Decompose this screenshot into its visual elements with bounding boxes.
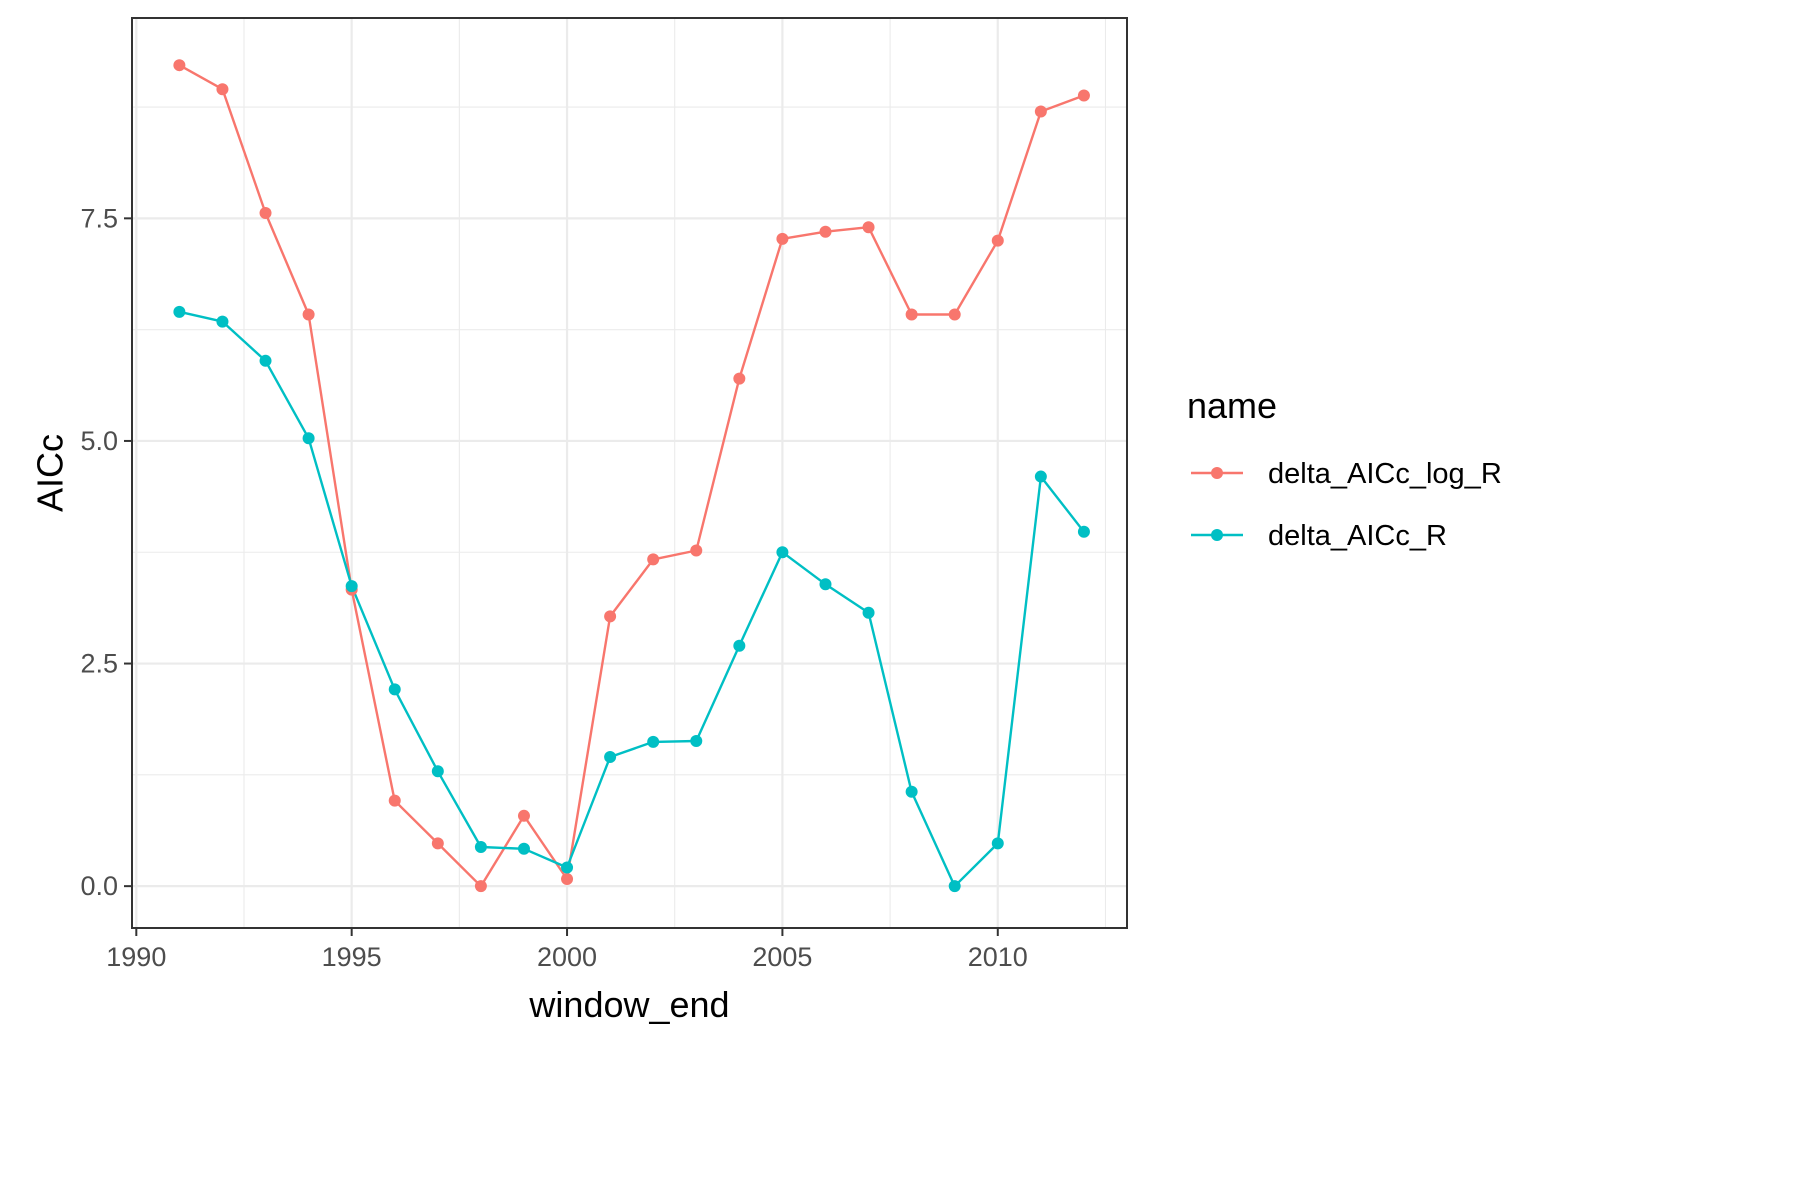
data-point-delta_AICc_R [862,606,875,619]
series-line-delta_AICc_log_R [178,64,1085,888]
data-point-delta_AICc_R [431,765,444,778]
data-point-delta_AICc_log_R [647,553,660,566]
data-point-delta_AICc_log_R [991,234,1004,247]
series-layer [173,59,1090,893]
data-point-delta_AICc_R [345,580,358,593]
data-point-delta_AICc_R [604,751,617,764]
x-tick-label: 2005 [752,942,812,972]
y-axis-ticks: 0.0 2.5 5.0 7.5 [80,203,132,901]
data-point-delta_AICc_R [173,305,186,318]
plot-panel [132,18,1127,928]
plot-border [131,17,1128,929]
data-point-delta_AICc_log_R [474,880,487,893]
data-point-delta_AICc_log_R [173,59,186,72]
minor-gridlines [132,18,1127,928]
data-point-delta_AICc_log_R [259,207,272,219]
data-point-delta_AICc_log_R [216,83,229,96]
x-axis-title: window_end [528,984,729,1025]
data-point-delta_AICc_R [216,315,229,328]
data-point-delta_AICc_R [388,683,401,696]
series-line-delta_AICc_R [179,310,1085,888]
data-point-delta_AICc_log_R [302,308,315,321]
legend-key-point [1211,467,1223,479]
y-tick-label: 7.5 [80,203,118,233]
legend-label: delta_AICc_log_R [1268,458,1502,490]
data-point-delta_AICc_R [991,837,1004,850]
data-point-delta_AICc_log_R [948,308,961,321]
data-point-delta_AICc_R [647,735,660,748]
legend-key-point [1211,529,1223,541]
data-point-delta_AICc_log_R [690,544,703,557]
x-axis-ticks: 1990 1995 2000 2005 2010 [106,928,1028,972]
data-point-delta_AICc_log_R [733,372,746,385]
data-point-delta_AICc_log_R [388,794,401,807]
legend-label: delta_AICc_R [1268,520,1447,552]
data-point-delta_AICc_R [517,842,530,855]
legend-title: name [1187,385,1277,426]
data-point-delta_AICc_R [819,578,832,591]
y-tick-label: 2.5 [80,649,118,679]
data-point-delta_AICc_log_R [1034,105,1047,118]
data-point-delta_AICc_R [690,735,703,748]
x-tick-label: 1995 [322,942,382,972]
data-point-delta_AICc_R [948,880,961,893]
major-gridlines [132,18,1127,928]
data-point-delta_AICc_R [776,546,789,559]
data-point-delta_AICc_log_R [604,610,617,623]
x-tick-label: 2010 [968,942,1028,972]
data-point-delta_AICc_R [1077,525,1090,538]
y-tick-label: 0.0 [80,871,118,901]
data-point-delta_AICc_log_R [905,308,918,321]
data-point-delta_AICc_R [733,639,746,652]
data-point-delta_AICc_R [905,785,918,798]
x-tick-label: 1990 [106,942,166,972]
x-tick-label: 2000 [537,942,597,972]
data-point-delta_AICc_R [302,432,315,445]
data-point-delta_AICc_log_R [776,232,789,245]
data-point-delta_AICc_log_R [431,837,444,850]
data-point-delta_AICc_log_R [819,225,832,238]
data-point-delta_AICc_R [1034,470,1047,483]
data-point-delta_AICc_log_R [862,221,875,234]
y-tick-label: 5.0 [80,426,118,456]
legend: name delta_AICc_log_R delta_AICc_R [1187,385,1502,552]
data-point-delta_AICc_R [474,840,487,853]
data-point-delta_AICc_R [561,861,574,874]
data-point-delta_AICc_log_R [517,809,530,822]
data-point-delta_AICc_log_R [561,873,574,886]
data-point-delta_AICc_R [259,354,272,367]
data-point-delta_AICc_log_R [1077,89,1090,102]
y-axis-title: AICc [30,434,71,512]
